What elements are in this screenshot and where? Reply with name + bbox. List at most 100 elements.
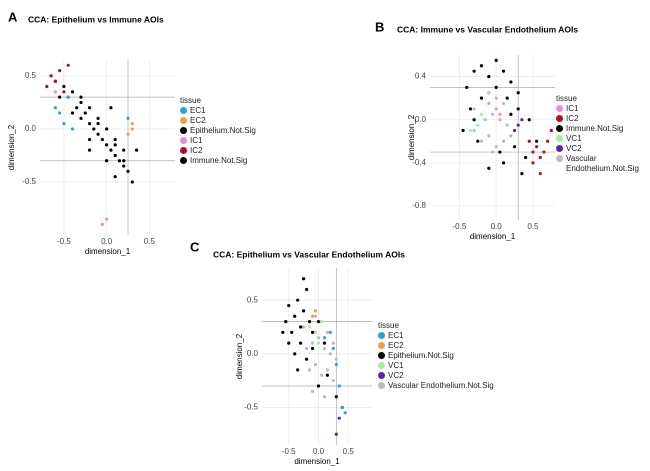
data-point <box>296 368 300 372</box>
data-point <box>343 411 347 415</box>
data-point <box>96 132 100 136</box>
data-point <box>70 111 75 115</box>
data-point <box>516 123 520 127</box>
legend-label: EC1 <box>388 331 404 340</box>
legend-item: VC1 <box>378 361 528 371</box>
data-point <box>501 139 506 143</box>
data-point <box>501 69 506 73</box>
data-point <box>337 384 341 388</box>
legend-label: IC1 <box>566 104 579 113</box>
legend-swatch <box>180 127 187 134</box>
data-point <box>109 106 113 110</box>
data-point <box>45 84 49 89</box>
data-point <box>113 153 117 158</box>
x-tick-label: 0.5 <box>527 222 539 231</box>
data-point <box>100 222 104 226</box>
legend-label: Immune.Not.Sig <box>190 156 248 165</box>
data-point <box>113 175 117 179</box>
data-point <box>501 101 506 106</box>
legend-item: IC1 <box>556 104 642 114</box>
data-point <box>325 373 330 377</box>
data-point <box>472 69 476 73</box>
data-point <box>53 79 57 83</box>
legend-label: IC2 <box>190 146 203 155</box>
data-point <box>117 159 122 163</box>
data-point <box>87 148 92 152</box>
y-tick-label: -0.5 <box>22 177 36 186</box>
y-tick-label: 0.5 <box>25 71 37 80</box>
data-point <box>479 112 484 116</box>
data-point <box>313 309 318 313</box>
data-point <box>130 122 134 126</box>
x-tick-label: 0.5 <box>144 237 156 246</box>
data-point <box>105 127 109 131</box>
legend-label: Immune.Not.Sig <box>566 124 624 133</box>
data-point <box>100 137 104 142</box>
y-tick-label: 0.4 <box>415 72 427 81</box>
data-point <box>512 128 517 133</box>
legend-item: Epithelium.Not.Sig <box>378 351 528 361</box>
data-point <box>287 341 291 345</box>
data-point <box>535 145 539 149</box>
legend-item: VC2 <box>378 371 528 381</box>
chart-title: CCA: Epithelium vs Vascular Endothelium … <box>213 249 405 259</box>
data-point <box>322 395 327 399</box>
data-point <box>531 161 535 165</box>
data-point <box>62 90 66 94</box>
legend-label: Vascular Endothelium.Not.Sig <box>388 381 494 390</box>
data-point <box>498 118 502 122</box>
legend: tissue EC1 EC2 Epithelium.Not.Sig IC1 IC2 Immu… <box>180 96 290 166</box>
data-point <box>302 277 306 281</box>
data-point <box>322 341 327 345</box>
legend-label: IC2 <box>566 114 579 123</box>
data-point <box>130 180 134 184</box>
data-point <box>53 90 57 94</box>
data-point <box>527 139 531 143</box>
data-point <box>310 346 315 351</box>
x-tick-label: -0.5 <box>57 237 71 246</box>
data-point <box>479 139 484 143</box>
data-point <box>468 128 473 133</box>
data-point <box>523 155 528 160</box>
y-tick-label: 0.0 <box>247 349 259 358</box>
data-point <box>310 330 315 334</box>
data-point <box>70 90 75 94</box>
data-point <box>487 74 491 79</box>
data-point <box>520 118 524 122</box>
legend-swatch <box>378 382 385 389</box>
data-point <box>126 116 130 120</box>
legend: tissue EC1 EC2 Epithelium.Not.Sig VC1 VC2 Vasc… <box>378 321 528 391</box>
data-point <box>319 373 324 377</box>
legend-item: VC2 <box>556 144 642 154</box>
x-axis-label: dimension_1 <box>294 457 340 466</box>
data-point <box>316 336 321 340</box>
y-tick-label: -0.8 <box>412 201 426 210</box>
data-point <box>546 139 550 143</box>
legend-label: Epithelium.Not.Sig <box>388 351 454 360</box>
data-point <box>334 395 338 399</box>
legend-item: IC1 <box>180 136 290 146</box>
data-point <box>299 341 303 345</box>
data-point <box>290 330 294 334</box>
data-point <box>331 346 335 351</box>
data-point <box>49 74 53 78</box>
legend-label: EC2 <box>190 116 206 125</box>
data-point <box>302 309 306 313</box>
legend-swatch <box>556 125 563 132</box>
data-point <box>307 320 312 324</box>
x-tick-label: 0.0 <box>313 447 325 456</box>
data-point <box>509 134 513 138</box>
data-point <box>535 139 539 143</box>
data-point <box>105 217 109 221</box>
data-point <box>316 320 321 324</box>
data-point <box>340 405 344 410</box>
panel-label: A <box>8 9 18 24</box>
legend-item: Epithelium.Not.Sig <box>180 126 290 136</box>
data-point <box>126 169 130 173</box>
data-point <box>122 164 126 168</box>
legend-label: Epithelium.Not.Sig <box>190 126 256 135</box>
data-point <box>130 127 134 131</box>
data-point <box>113 143 117 147</box>
data-point <box>310 389 315 393</box>
